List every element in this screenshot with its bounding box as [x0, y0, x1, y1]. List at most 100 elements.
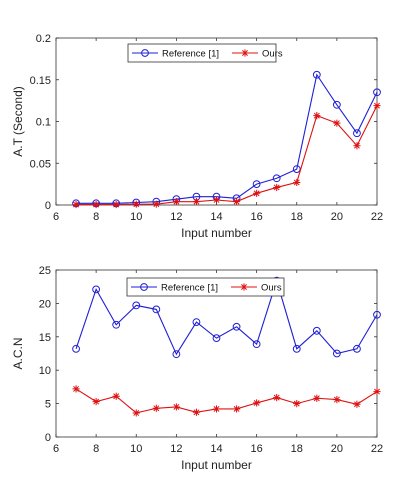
- data-point: [132, 409, 140, 417]
- y-tick-label: 25: [39, 265, 51, 277]
- data-point: [92, 397, 100, 406]
- data-point: [293, 400, 301, 408]
- x-tick-label: 16: [251, 211, 263, 223]
- data-point: [92, 200, 100, 209]
- legend-box: [127, 43, 277, 63]
- data-point: [172, 350, 181, 359]
- x-tick-label: 8: [93, 211, 99, 223]
- y-tick-label: 5: [45, 399, 51, 411]
- legend-label: Ours: [261, 283, 282, 294]
- data-point: [72, 200, 80, 209]
- chart-panel-1: 6 8 10 12 14 16 18 20 22 0 0.05 0.1 0.15 0.2 Input num…: [11, 33, 383, 240]
- data-point: [192, 198, 201, 206]
- chart-panel-2: 6 8 10 12 14 16 18 20 22 0 5 10 15 20 25 Input number A.…: [11, 265, 383, 472]
- data-point: [353, 142, 361, 150]
- legend-box: [126, 277, 285, 297]
- data-point: [212, 334, 221, 343]
- data-point: [152, 305, 161, 314]
- y-tick-label: 0.05: [30, 158, 51, 170]
- plot-area: [55, 37, 378, 206]
- legend-marker: [140, 283, 148, 291]
- data-point: [72, 344, 80, 353]
- data-point: [112, 392, 120, 400]
- data-point: [373, 88, 381, 97]
- data-point: [212, 405, 221, 413]
- y-axis-label: A.C.N: [11, 337, 25, 369]
- data-point: [293, 178, 301, 187]
- data-point: [232, 198, 241, 206]
- y-tick-label: 20: [39, 298, 51, 310]
- data-point: [152, 200, 160, 208]
- x-tick-label: 20: [331, 443, 343, 455]
- series-line: [75, 388, 378, 414]
- y-tick-label: 0.1: [36, 117, 51, 129]
- data-point: [72, 385, 80, 393]
- series-line: [76, 73, 378, 204]
- x-tick-label: 22: [371, 443, 383, 455]
- x-tick-label: 10: [130, 211, 142, 223]
- data-point: [132, 200, 140, 208]
- data-point: [353, 400, 361, 408]
- x-tick-label: 16: [251, 443, 263, 455]
- data-point: [333, 395, 341, 404]
- x-tick-label: 22: [371, 211, 383, 223]
- legend: Reference [1] Ours: [127, 43, 283, 63]
- series-line: [76, 105, 378, 206]
- x-tick-label: 10: [130, 443, 142, 455]
- data-point: [273, 393, 281, 402]
- x-tick-label: 14: [210, 443, 222, 455]
- data-point: [373, 387, 381, 396]
- data-point: [92, 285, 101, 294]
- series-ours: [72, 385, 381, 417]
- data-point: [373, 102, 381, 110]
- x-tick-label: 12: [170, 211, 182, 223]
- legend-label: Reference [1]: [162, 49, 219, 60]
- data-point: [353, 344, 361, 353]
- data-point: [272, 174, 281, 183]
- series-line: [75, 278, 378, 356]
- y-tick-label: 15: [39, 332, 51, 344]
- x-tick-label: 14: [210, 211, 222, 223]
- y-tick-label: 0: [45, 200, 51, 212]
- data-point: [292, 344, 301, 353]
- legend: Reference [1] Ours: [126, 277, 285, 297]
- data-point: [313, 394, 321, 402]
- data-point: [172, 198, 180, 206]
- series-ours: [72, 102, 381, 209]
- x-tick-label: 6: [53, 211, 59, 223]
- x-axis-label: Input number: [181, 458, 252, 472]
- y-tick-label: 0.15: [30, 75, 51, 87]
- data-point: [192, 408, 201, 416]
- data-point: [253, 189, 261, 197]
- y-tick-label: 0.2: [36, 33, 51, 45]
- data-point: [312, 326, 321, 335]
- data-point: [232, 405, 241, 413]
- legend-label: Ours: [262, 49, 283, 60]
- x-tick-label: 18: [291, 443, 303, 455]
- data-point: [253, 399, 261, 407]
- data-point: [292, 165, 301, 173]
- legend-label: Reference [1]: [161, 283, 218, 294]
- data-point: [333, 119, 341, 127]
- data-point: [332, 349, 341, 358]
- data-point: [212, 196, 221, 204]
- x-tick-label: 20: [331, 211, 343, 223]
- x-axis-label: Input number: [181, 226, 252, 240]
- data-point: [232, 322, 241, 331]
- series-reference: [72, 276, 381, 359]
- data-point: [252, 180, 261, 189]
- data-point: [313, 112, 321, 120]
- data-point: [373, 310, 381, 319]
- x-tick-label: 6: [53, 443, 59, 455]
- data-point: [132, 301, 141, 310]
- data-point: [172, 403, 180, 411]
- data-point: [152, 404, 160, 412]
- y-tick-label: 0: [45, 432, 51, 444]
- legend-marker: [241, 49, 249, 57]
- data-point: [353, 129, 361, 138]
- legend-marker: [240, 283, 248, 291]
- legend-marker: [141, 49, 149, 57]
- x-tick-label: 18: [291, 211, 303, 223]
